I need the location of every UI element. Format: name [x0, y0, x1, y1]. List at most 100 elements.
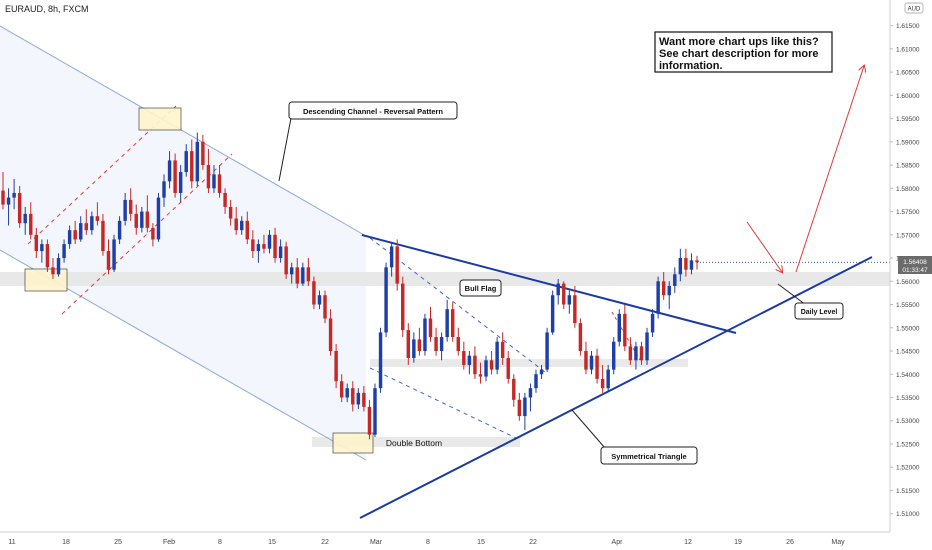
candle-body — [240, 220, 244, 231]
price-tick-label: 1.52000 — [896, 465, 920, 472]
candle-body — [195, 141, 200, 182]
swing-low-box — [24, 268, 68, 292]
candle — [317, 290, 322, 310]
time-tick-label: 12 — [684, 539, 692, 546]
candle — [251, 230, 255, 259]
candle — [445, 299, 449, 342]
candle-body — [167, 160, 172, 182]
candle-body — [162, 181, 166, 198]
candle — [578, 318, 583, 356]
candle — [462, 341, 466, 370]
candle — [217, 165, 222, 198]
time-tick-label: 25 — [114, 539, 122, 546]
candle — [656, 276, 660, 319]
time-tick-label: Feb — [163, 539, 175, 546]
time-axis[interactable]: 11 18 25 Feb 8 15 22 Mar 8 15 22 Apr 12 19 26 May — [0, 531, 890, 546]
candle-body — [467, 355, 472, 365]
candle — [278, 239, 283, 263]
candle — [439, 332, 444, 361]
candle — [212, 165, 216, 193]
candle — [639, 341, 644, 365]
last-price-value: 1.56408 — [903, 259, 927, 266]
candle — [600, 364, 605, 393]
price-tick-label: 1.59500 — [896, 116, 920, 123]
candle-body — [656, 281, 660, 314]
candle — [617, 309, 621, 347]
candle-body — [506, 357, 510, 379]
candle-body — [101, 220, 105, 252]
candle-body — [245, 220, 250, 240]
candle — [67, 225, 72, 249]
candle — [573, 285, 577, 328]
countdown-value: 01:33:47 — [902, 267, 928, 274]
time-tick-label: 8 — [218, 539, 222, 546]
triangle-callout-pointer — [571, 409, 606, 449]
candle — [56, 253, 61, 277]
candle — [267, 230, 272, 254]
candle — [240, 216, 244, 235]
candle — [545, 327, 549, 372]
candle-body — [539, 369, 544, 375]
candle — [162, 174, 166, 207]
candle-body — [545, 332, 549, 370]
candle — [489, 351, 494, 375]
candle — [384, 262, 388, 338]
currency-badge-label: AUD — [908, 7, 921, 13]
candle-body — [401, 283, 405, 331]
time-tick-label: 26 — [786, 539, 794, 546]
candle — [367, 399, 372, 440]
candle — [339, 374, 344, 403]
candle-body — [678, 258, 683, 275]
time-tick-label: Apr — [612, 539, 624, 546]
time-tick-label: 15 — [268, 539, 276, 546]
candle-body — [584, 351, 588, 370]
candle-body — [562, 283, 566, 305]
price-tick-label: 1.52500 — [896, 441, 920, 448]
candle — [151, 223, 155, 247]
candle-body — [484, 360, 488, 377]
candle-body — [289, 267, 294, 275]
candle-body — [223, 192, 227, 207]
candle — [406, 323, 411, 365]
price-tick-label: 1.55000 — [896, 325, 920, 332]
candle-body — [1, 190, 5, 205]
price-tick-label: 1.54000 — [896, 372, 920, 379]
candle — [1, 172, 5, 210]
candle-body — [623, 313, 627, 347]
candle — [423, 313, 427, 356]
candle — [195, 132, 200, 186]
candle-body — [634, 346, 638, 361]
candle-body — [406, 330, 411, 358]
candle — [140, 206, 144, 233]
candle — [40, 239, 44, 263]
candle — [223, 188, 227, 214]
candle — [523, 392, 527, 431]
candle — [661, 271, 666, 300]
candle — [106, 239, 111, 275]
candle-body — [67, 230, 72, 245]
price-tick-label: 1.58000 — [896, 186, 920, 193]
candle-body — [251, 239, 255, 252]
candle — [634, 341, 638, 370]
candle-body — [567, 295, 572, 305]
channel-callout-pointer — [278, 117, 298, 182]
candle-body — [201, 141, 205, 166]
price-tick-label: 1.53500 — [896, 395, 920, 402]
candle — [351, 381, 355, 412]
candle-body — [73, 230, 77, 240]
candle-body — [645, 332, 649, 361]
candle — [134, 204, 138, 235]
candle-body — [395, 246, 399, 284]
candle — [323, 290, 327, 324]
candle-body — [367, 406, 372, 435]
candle — [667, 281, 671, 310]
candle-body — [628, 346, 633, 361]
candle — [123, 192, 127, 226]
candle — [295, 258, 299, 289]
candle — [484, 355, 488, 382]
candle-body — [212, 174, 216, 189]
candle-body — [517, 399, 522, 417]
triangle-upper-line — [361, 234, 737, 334]
candle — [378, 327, 383, 393]
